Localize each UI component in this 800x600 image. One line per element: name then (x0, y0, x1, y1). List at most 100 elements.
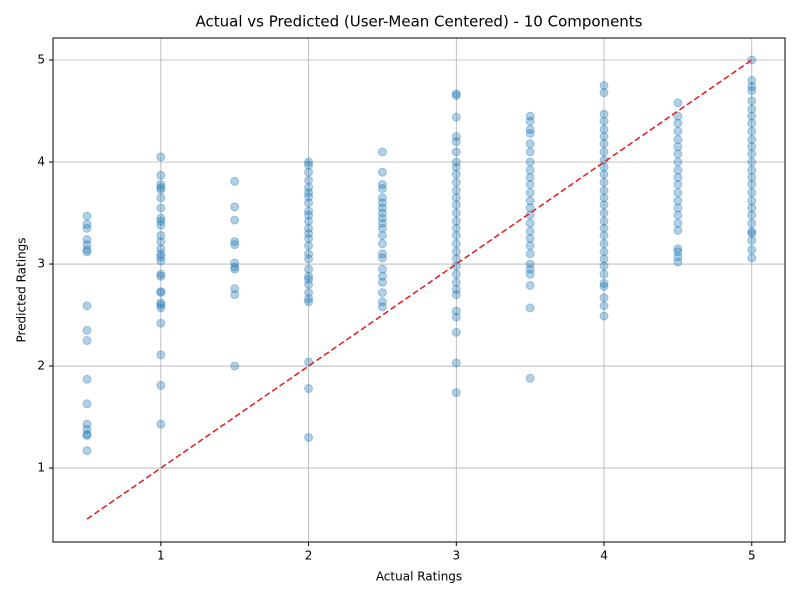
point (304, 264, 314, 274)
point (304, 198, 314, 208)
point (82, 211, 92, 221)
point (156, 303, 166, 313)
point (747, 228, 757, 238)
point (377, 147, 387, 157)
point (673, 203, 683, 213)
point (304, 234, 314, 244)
point (377, 208, 387, 218)
point (304, 271, 314, 281)
point (747, 126, 757, 136)
point (747, 226, 757, 236)
point (156, 256, 166, 266)
point (525, 196, 535, 206)
point (304, 279, 314, 289)
point (304, 175, 314, 185)
point (451, 327, 461, 337)
point (230, 262, 240, 272)
point (673, 98, 683, 108)
point (451, 277, 461, 287)
point (599, 230, 609, 240)
point (304, 167, 314, 177)
point (747, 104, 757, 114)
point (82, 219, 92, 229)
point (747, 149, 757, 159)
point (451, 208, 461, 218)
point (82, 446, 92, 456)
point (599, 132, 609, 142)
point (673, 244, 683, 254)
point (599, 254, 609, 264)
point (599, 147, 609, 157)
point (304, 241, 314, 251)
point (156, 152, 166, 162)
point (377, 253, 387, 263)
point (304, 206, 314, 216)
point (451, 162, 461, 172)
point (304, 216, 314, 226)
y-tick-label: 1 (37, 461, 45, 475)
point (451, 290, 461, 300)
point (525, 139, 535, 149)
point (82, 245, 92, 255)
point (156, 230, 166, 240)
point (377, 239, 387, 249)
point (747, 96, 757, 106)
point (377, 264, 387, 274)
point (156, 237, 166, 247)
y-tick-label: 5 (37, 53, 45, 67)
point (156, 287, 166, 297)
point (230, 240, 240, 250)
point (599, 281, 609, 291)
point (525, 179, 535, 189)
point (525, 269, 535, 279)
point (377, 179, 387, 189)
point (747, 253, 757, 263)
point (525, 116, 535, 126)
point (451, 157, 461, 167)
plot-frame (52, 37, 786, 543)
point (747, 111, 757, 121)
point (525, 234, 535, 244)
point (304, 210, 314, 220)
chart-title: Actual vs Predicted (User-Mean Centered)… (196, 13, 643, 31)
point (747, 75, 757, 85)
point (673, 179, 683, 189)
point (304, 160, 314, 170)
point (451, 247, 461, 257)
point (673, 149, 683, 159)
point (525, 188, 535, 198)
point (377, 203, 387, 213)
point (451, 306, 461, 316)
point (451, 186, 461, 196)
point (377, 249, 387, 259)
point (230, 284, 240, 294)
point (82, 419, 92, 429)
point (156, 170, 166, 180)
point (82, 301, 92, 311)
point (304, 294, 314, 304)
point (451, 169, 461, 179)
point (451, 89, 461, 99)
point (525, 226, 535, 236)
point (673, 257, 683, 267)
point (673, 172, 683, 182)
point (599, 186, 609, 196)
point (304, 288, 314, 298)
point (156, 380, 166, 390)
point (525, 203, 535, 213)
x-tick-label: 4 (600, 549, 608, 563)
point (747, 165, 757, 175)
point (525, 280, 535, 290)
point (747, 82, 757, 92)
point (451, 193, 461, 203)
point (230, 361, 240, 371)
point (451, 312, 461, 322)
point (156, 213, 166, 223)
point (304, 383, 314, 393)
point (304, 183, 314, 193)
point (377, 288, 387, 298)
point (673, 210, 683, 220)
point (599, 239, 609, 249)
point (747, 188, 757, 198)
point (82, 235, 92, 245)
